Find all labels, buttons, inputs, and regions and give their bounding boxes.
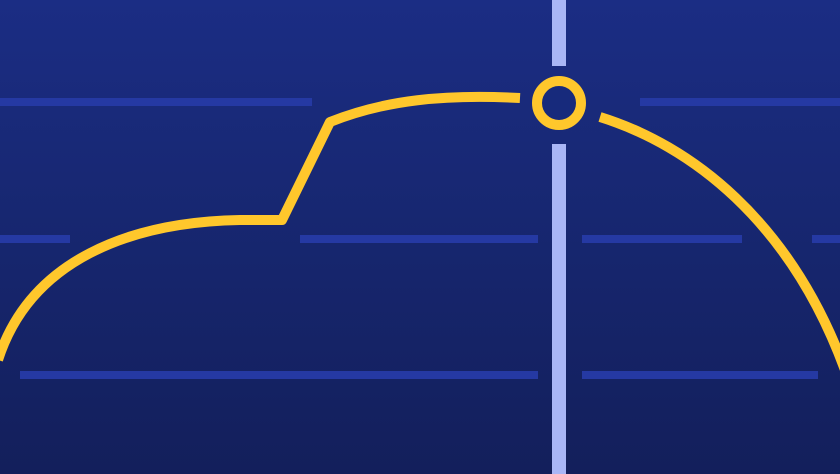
curve-right-segment	[598, 112, 840, 371]
grid-lines	[0, 98, 840, 379]
grid-line-top-left	[0, 98, 312, 106]
curve-left-segment	[0, 91, 521, 362]
cursor-line-upper	[552, 0, 566, 66]
curve	[0, 91, 840, 371]
cursor-line	[552, 0, 566, 474]
grid-line-middle-left	[0, 235, 70, 243]
grid-line-top-right	[640, 98, 840, 106]
grid-line-middle-center	[300, 235, 538, 243]
grid-line-middle-right-b	[812, 235, 840, 243]
cursor-line-lower	[552, 144, 566, 474]
grid-line-middle-right-a	[582, 235, 742, 243]
grid-line-bottom-left	[20, 371, 538, 379]
ring-marker-icon	[532, 76, 586, 130]
grid-line-bottom-right	[582, 371, 818, 379]
